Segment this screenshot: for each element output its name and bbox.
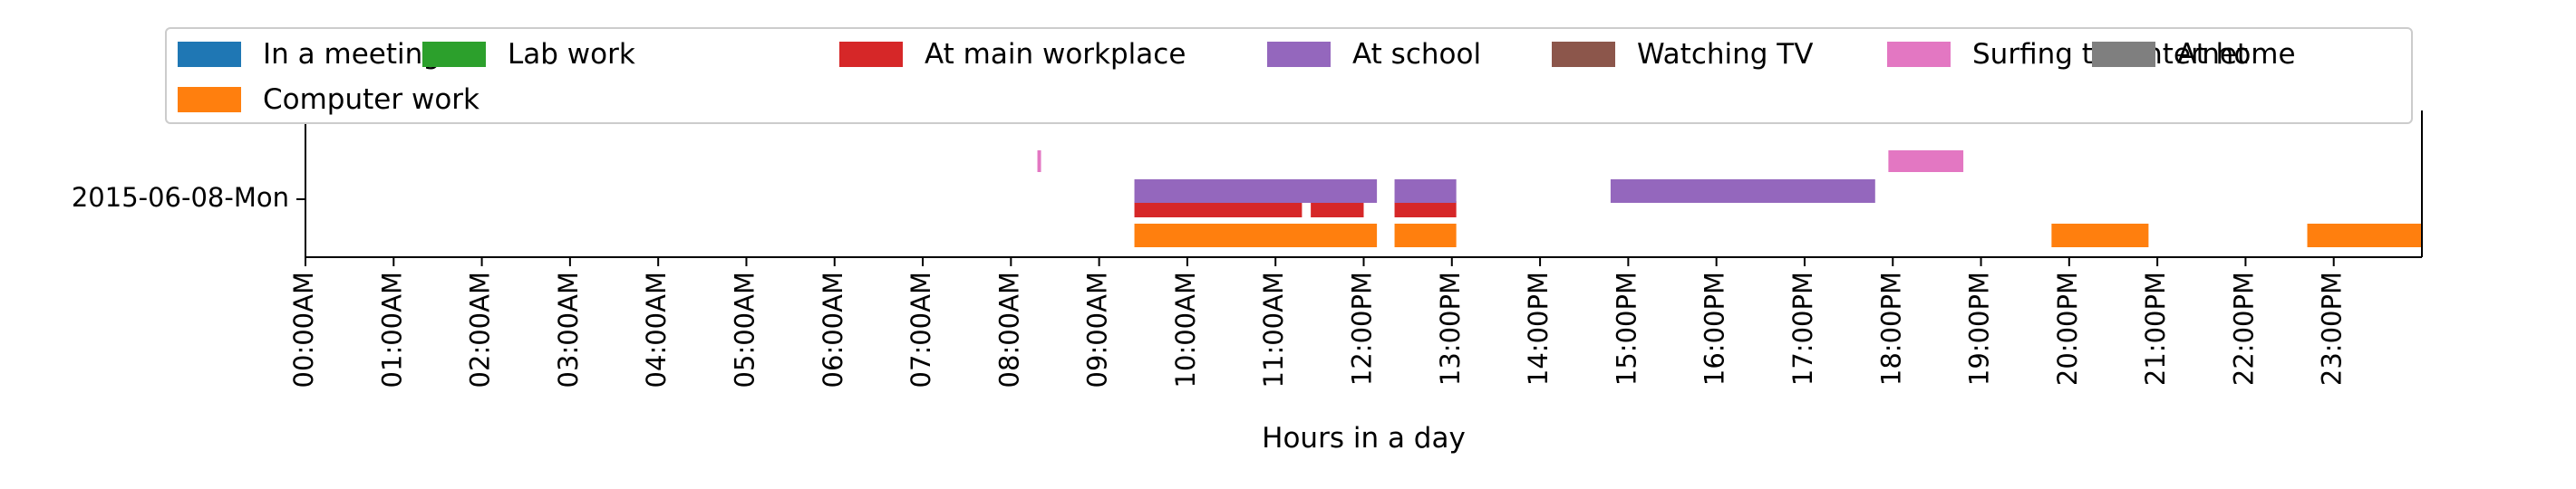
x-tick-label: 17:00PM	[1787, 272, 1818, 386]
bar-surfing-the-internet	[1888, 150, 1964, 172]
x-tick-label: 06:00AM	[818, 272, 848, 388]
x-tick-label: 22:00PM	[2228, 272, 2259, 386]
legend-label: At main workplace	[925, 38, 1186, 71]
legend-item: At main workplace	[839, 36, 1186, 72]
x-tick-label: 00:00AM	[288, 272, 319, 388]
legend-label: At school	[1352, 38, 1482, 71]
bar-at-main-workplace	[1134, 201, 1303, 217]
bar-computer-work	[2307, 224, 2422, 247]
axes-layer: 00:00AM 01:00AM 02:00AM 03:00AM 04:00AM 05:00…	[72, 110, 2423, 455]
x-tick-label: 10:00AM	[1170, 272, 1201, 388]
x-tick-label: 09:00AM	[1082, 272, 1113, 388]
bar-at-school	[1134, 179, 1378, 203]
bar-computer-work	[1134, 224, 1378, 247]
x-tick-label: 03:00AM	[553, 272, 584, 388]
legend-item: Computer work	[178, 82, 479, 118]
legend: In a meeting Computer work Lab work At main…	[165, 27, 2413, 124]
legend-swatch	[2092, 42, 2155, 67]
legend-swatch	[839, 42, 903, 67]
bars-layer	[1037, 150, 2422, 247]
x-tick-label: 07:00AM	[905, 272, 936, 388]
x-tick-label: 11:00AM	[1258, 272, 1289, 388]
x-tick-label: 14:00PM	[1523, 272, 1554, 386]
bar-at-school	[1394, 179, 1457, 203]
legend-swatch	[178, 42, 241, 67]
x-tick-label: 02:00AM	[465, 272, 496, 388]
x-tick-label: 12:00PM	[1347, 272, 1378, 386]
x-tick-label: 23:00PM	[2317, 272, 2348, 386]
x-tick-label: 19:00PM	[1964, 272, 1995, 386]
legend-swatch	[1267, 42, 1331, 67]
y-tick-label: 2015-06-08-Mon	[72, 182, 289, 213]
bar-at-main-workplace	[1394, 201, 1457, 217]
x-axis-label: Hours in a day	[1262, 422, 1466, 455]
legend-label: Lab work	[508, 38, 635, 71]
x-tick-label: 20:00PM	[2052, 272, 2083, 386]
legend-item: At home	[2092, 36, 2296, 72]
legend-item: In a meeting	[178, 36, 441, 72]
legend-item: Watching TV	[1552, 36, 1813, 72]
x-tick-label: 21:00PM	[2140, 272, 2171, 386]
legend-label: Computer work	[263, 83, 479, 116]
x-tick-label: 01:00AM	[376, 272, 407, 388]
legend-swatch	[1552, 42, 1615, 67]
x-tick-label: 13:00PM	[1435, 272, 1466, 386]
legend-label: At home	[2177, 38, 2296, 71]
legend-swatch	[1887, 42, 1951, 67]
legend-label: In a meeting	[263, 38, 441, 71]
bar-computer-work	[2051, 224, 2149, 247]
legend-item: Lab work	[422, 36, 635, 72]
legend-swatch	[422, 42, 486, 67]
x-tick-label: 15:00PM	[1611, 272, 1641, 386]
bar-surfing-the-internet	[1037, 150, 1041, 172]
x-tick-label: 16:00PM	[1700, 272, 1730, 386]
legend-swatch	[178, 87, 241, 112]
bar-computer-work	[1394, 224, 1457, 247]
legend-item: At school	[1267, 36, 1481, 72]
bar-at-main-workplace	[1311, 201, 1364, 217]
x-tick-label: 05:00AM	[729, 272, 760, 388]
x-tick-label: 08:00AM	[993, 272, 1024, 388]
bar-at-school	[1610, 179, 1875, 203]
legend-label: Watching TV	[1637, 38, 1814, 71]
x-tick-label: 18:00PM	[1875, 272, 1906, 386]
x-tick-label: 04:00AM	[641, 272, 672, 388]
